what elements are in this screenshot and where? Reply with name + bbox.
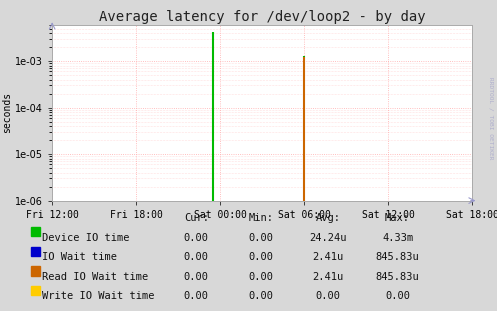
Text: 0.00: 0.00 bbox=[248, 233, 273, 243]
Text: Device IO time: Device IO time bbox=[42, 233, 130, 243]
Text: 0.00: 0.00 bbox=[248, 291, 273, 301]
Y-axis label: seconds: seconds bbox=[2, 92, 12, 133]
Text: 0.00: 0.00 bbox=[248, 272, 273, 282]
Text: 0.00: 0.00 bbox=[248, 252, 273, 262]
Text: 2.41u: 2.41u bbox=[313, 272, 343, 282]
Text: 24.24u: 24.24u bbox=[309, 233, 347, 243]
Text: 0.00: 0.00 bbox=[184, 252, 209, 262]
Text: 845.83u: 845.83u bbox=[376, 252, 419, 262]
Text: 845.83u: 845.83u bbox=[376, 272, 419, 282]
Text: 0.00: 0.00 bbox=[184, 291, 209, 301]
Text: Cur:: Cur: bbox=[184, 213, 209, 223]
Text: 2.41u: 2.41u bbox=[313, 252, 343, 262]
Text: 0.00: 0.00 bbox=[184, 233, 209, 243]
Text: Max:: Max: bbox=[385, 213, 410, 223]
Text: Write IO Wait time: Write IO Wait time bbox=[42, 291, 155, 301]
Text: 4.33m: 4.33m bbox=[382, 233, 413, 243]
Text: RRDTOOL / TOBI OETIKER: RRDTOOL / TOBI OETIKER bbox=[489, 77, 494, 160]
Text: 0.00: 0.00 bbox=[184, 272, 209, 282]
Text: Avg:: Avg: bbox=[316, 213, 340, 223]
Text: 0.00: 0.00 bbox=[316, 291, 340, 301]
Text: IO Wait time: IO Wait time bbox=[42, 252, 117, 262]
Title: Average latency for /dev/loop2 - by day: Average latency for /dev/loop2 - by day bbox=[99, 10, 425, 24]
Text: Min:: Min: bbox=[248, 213, 273, 223]
Text: Read IO Wait time: Read IO Wait time bbox=[42, 272, 149, 282]
Text: 0.00: 0.00 bbox=[385, 291, 410, 301]
